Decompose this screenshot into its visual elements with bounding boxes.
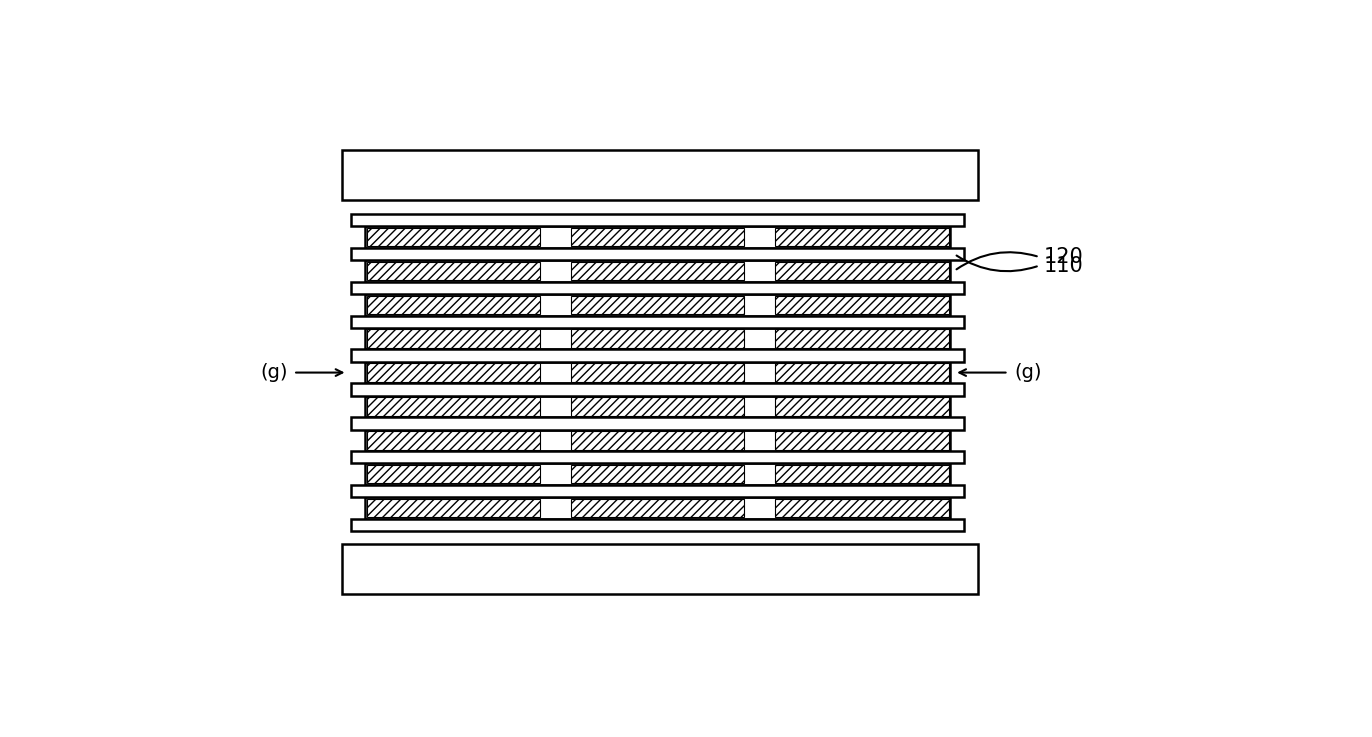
Bar <box>366 296 541 314</box>
Bar <box>365 226 951 248</box>
Bar <box>775 499 949 517</box>
Bar <box>351 417 963 430</box>
Text: 110: 110 <box>1043 256 1083 276</box>
Bar <box>365 497 951 519</box>
Bar <box>571 465 745 483</box>
Bar <box>775 296 949 314</box>
Bar <box>365 396 951 417</box>
Bar <box>571 397 745 416</box>
Bar <box>366 465 541 483</box>
Bar <box>351 282 963 294</box>
Bar <box>351 485 963 497</box>
Bar <box>351 519 963 531</box>
Bar <box>775 262 949 280</box>
Text: (g): (g) <box>261 363 288 382</box>
Bar <box>366 363 541 382</box>
Bar <box>351 349 963 362</box>
Bar <box>571 329 745 348</box>
Bar <box>571 431 745 450</box>
FancyArrowPatch shape <box>956 252 1037 269</box>
Bar <box>775 228 949 246</box>
Bar <box>351 315 963 328</box>
Bar <box>365 362 951 383</box>
Bar <box>571 499 745 517</box>
Bar <box>366 431 541 450</box>
Bar <box>366 228 541 246</box>
Bar <box>571 228 745 246</box>
Bar <box>366 397 541 416</box>
Bar <box>342 545 977 594</box>
Bar <box>775 431 949 450</box>
Text: 120: 120 <box>1043 247 1083 267</box>
FancyArrowPatch shape <box>956 256 1037 271</box>
Bar <box>342 150 977 200</box>
Bar <box>366 329 541 348</box>
Bar <box>365 464 951 485</box>
Bar <box>775 465 949 483</box>
Bar <box>351 451 963 464</box>
Bar <box>365 430 951 451</box>
Bar <box>571 296 745 314</box>
Bar <box>365 328 951 349</box>
Bar <box>351 383 963 396</box>
Bar <box>571 262 745 280</box>
Bar <box>365 260 951 282</box>
Text: (g): (g) <box>1014 363 1041 382</box>
Bar <box>366 499 541 517</box>
Bar <box>775 397 949 416</box>
Bar <box>366 262 541 280</box>
Bar <box>351 248 963 260</box>
Bar <box>775 363 949 382</box>
Bar <box>365 294 951 315</box>
Bar <box>775 329 949 348</box>
Bar <box>351 214 963 226</box>
Bar <box>571 363 745 382</box>
